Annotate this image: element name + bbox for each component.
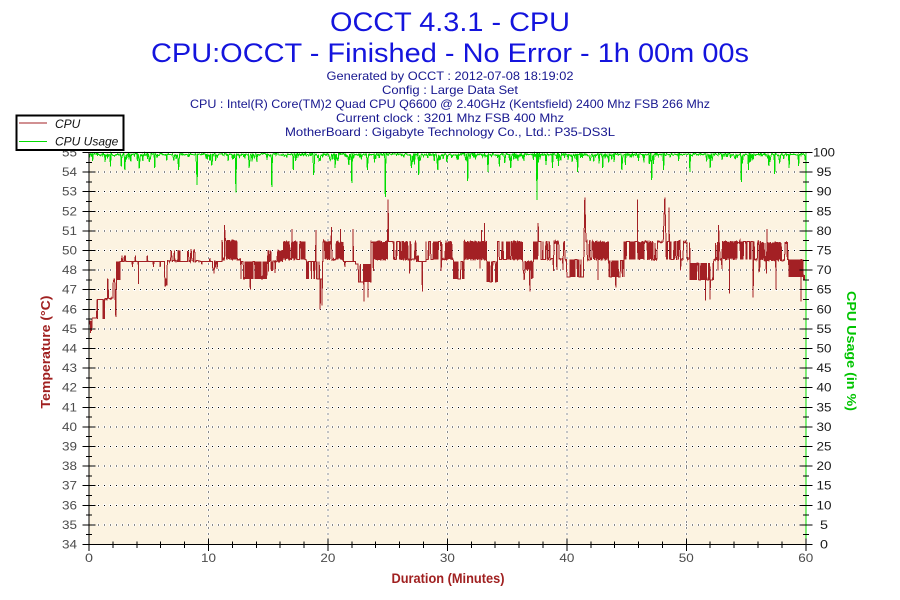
svg-text:80: 80	[817, 224, 832, 238]
svg-text:20: 20	[817, 459, 832, 473]
svg-text:Generated by OCCT : 2012-07-08: Generated by OCCT : 2012-07-08 18:19:02	[327, 69, 574, 83]
svg-text:35: 35	[817, 400, 832, 414]
svg-text:35: 35	[62, 518, 77, 532]
svg-text:0: 0	[85, 551, 93, 565]
svg-text:52: 52	[62, 204, 77, 218]
svg-text:CPU Usage: CPU Usage	[55, 135, 119, 149]
svg-text:30: 30	[440, 551, 455, 565]
svg-text:25: 25	[817, 440, 832, 454]
svg-text:90: 90	[817, 185, 832, 199]
svg-text:Temperature (°C): Temperature (°C)	[38, 296, 53, 409]
svg-text:0: 0	[820, 538, 828, 552]
svg-text:40: 40	[817, 381, 832, 395]
svg-text:85: 85	[817, 204, 832, 218]
svg-text:60: 60	[817, 302, 832, 316]
svg-text:15: 15	[817, 479, 832, 493]
svg-text:CPU: CPU	[55, 117, 81, 131]
svg-text:36: 36	[62, 498, 77, 512]
svg-text:55: 55	[817, 322, 832, 336]
svg-text:CPU Usage (in %): CPU Usage (in %)	[844, 291, 859, 411]
svg-text:54: 54	[62, 165, 77, 179]
svg-text:Current clock : 3201 Mhz FSB 4: Current clock : 3201 Mhz FSB 400 Mhz	[336, 111, 564, 125]
svg-text:10: 10	[201, 551, 216, 565]
svg-text:42: 42	[62, 381, 77, 395]
svg-text:65: 65	[817, 283, 832, 297]
svg-text:50: 50	[817, 342, 832, 356]
svg-text:45: 45	[817, 361, 832, 375]
svg-text:OCCT 4.3.1 - CPU: OCCT 4.3.1 - CPU	[330, 7, 570, 37]
svg-text:38: 38	[62, 459, 77, 473]
svg-text:5: 5	[820, 518, 828, 532]
svg-text:30: 30	[817, 420, 832, 434]
svg-text:MotherBoard : Gigabyte Technol: MotherBoard : Gigabyte Technology Co., L…	[285, 125, 615, 139]
svg-text:70: 70	[817, 263, 832, 277]
svg-text:39: 39	[62, 440, 77, 454]
svg-text:44: 44	[62, 342, 77, 356]
svg-text:20: 20	[320, 551, 335, 565]
svg-text:60: 60	[798, 551, 813, 565]
svg-text:10: 10	[817, 498, 832, 512]
svg-text:100: 100	[813, 146, 835, 160]
svg-text:37: 37	[62, 479, 77, 493]
svg-text:75: 75	[817, 244, 832, 258]
svg-text:Config : Large Data Set: Config : Large Data Set	[382, 83, 519, 97]
svg-text:CPU : Intel(R) Core(TM)2 Quad: CPU : Intel(R) Core(TM)2 Quad CPU Q6600 …	[190, 97, 710, 111]
svg-text:43: 43	[62, 361, 77, 375]
svg-text:46: 46	[62, 302, 77, 316]
svg-text:47: 47	[62, 283, 77, 297]
svg-text:CPU:OCCT - Finished - No Error: CPU:OCCT - Finished - No Error - 1h 00m …	[151, 38, 749, 68]
svg-text:41: 41	[62, 400, 77, 414]
svg-text:48: 48	[62, 263, 77, 277]
svg-text:51: 51	[62, 224, 77, 238]
svg-text:95: 95	[817, 165, 832, 179]
svg-text:Duration (Minutes): Duration (Minutes)	[392, 571, 505, 586]
svg-text:40: 40	[62, 420, 77, 434]
svg-text:40: 40	[559, 551, 574, 565]
svg-text:45: 45	[62, 322, 77, 336]
svg-text:50: 50	[62, 244, 77, 258]
svg-text:53: 53	[62, 185, 77, 199]
svg-text:50: 50	[679, 551, 694, 565]
svg-text:34: 34	[62, 538, 77, 552]
